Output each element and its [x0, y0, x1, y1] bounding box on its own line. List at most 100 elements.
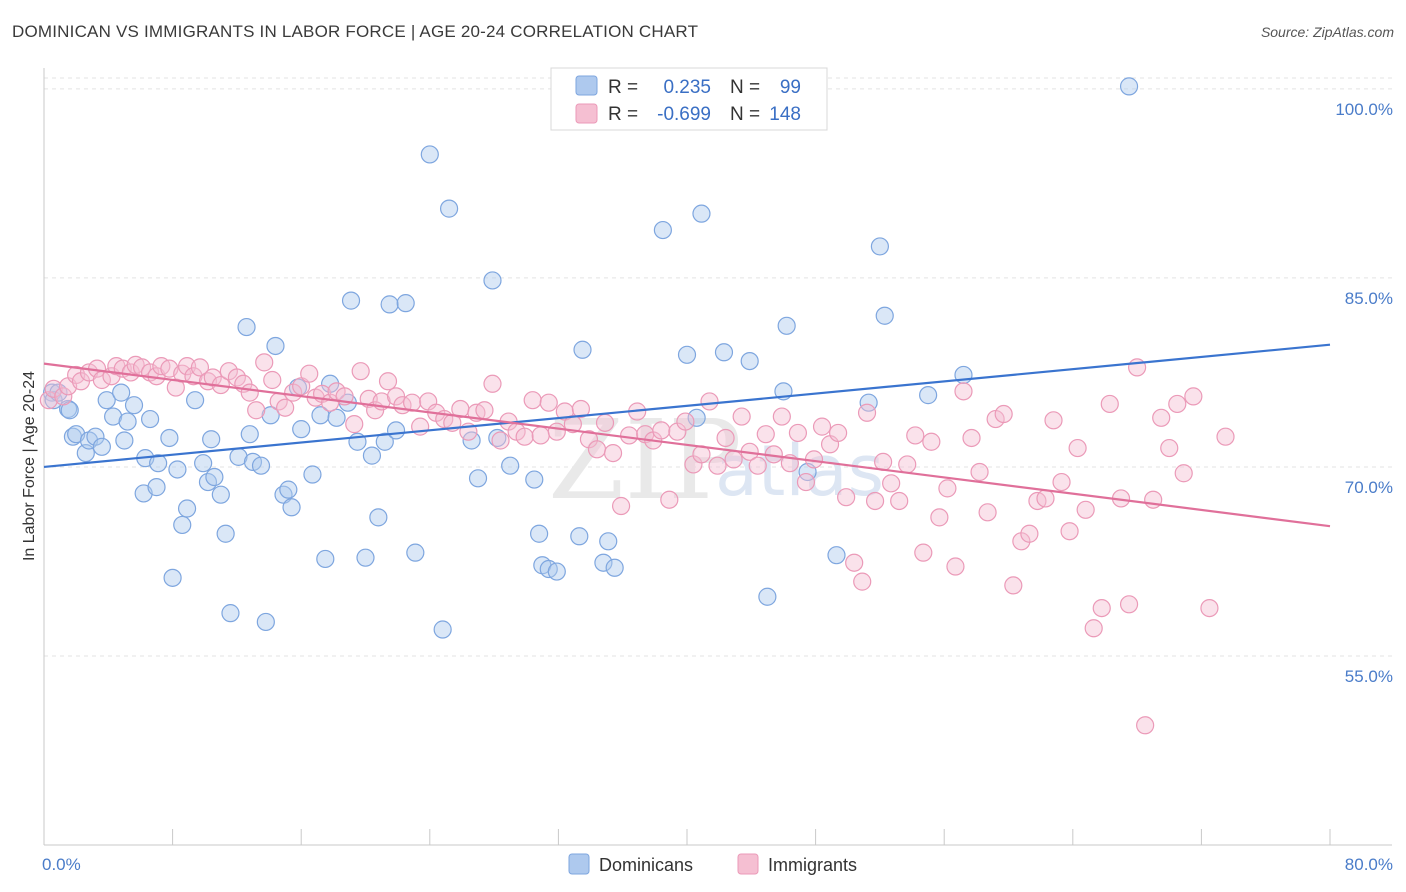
- y-axis-label: In Labor Force | Age 20-24: [21, 371, 38, 561]
- immigrants-point: [890, 491, 909, 511]
- dominicans-point: [149, 454, 168, 473]
- immigrants-point: [1076, 500, 1095, 519]
- immigrants-point: [1068, 438, 1087, 458]
- dominicans-point: [573, 340, 592, 359]
- immigrants-point: [829, 423, 848, 443]
- immigrants-point: [547, 422, 566, 441]
- dominicans-point: [406, 543, 425, 562]
- gridlines: [44, 77, 1392, 657]
- dominicans-point: [240, 425, 259, 444]
- legend-swatch-immigrants: [575, 103, 598, 124]
- dominicans-point: [118, 412, 137, 431]
- immigrants-point: [962, 428, 981, 448]
- immigrants-point: [930, 508, 949, 527]
- legend-r-label-2: R =: [608, 104, 638, 125]
- dominicans-point: [86, 427, 105, 446]
- dominicans-point: [160, 428, 179, 448]
- dominicans-point: [483, 271, 502, 290]
- dominicans-point: [124, 396, 144, 415]
- immigrants-point: [853, 572, 872, 591]
- immigrants-point: [491, 431, 510, 450]
- dominicans-point: [282, 498, 301, 517]
- dominicans-point: [375, 432, 394, 451]
- dominicans-point: [547, 562, 566, 581]
- series-legend-swatch-dominicans: [568, 853, 590, 875]
- dominicans-point: [256, 612, 275, 632]
- immigrants-point: [970, 462, 989, 482]
- dominicans-point: [677, 345, 697, 364]
- dominicans-point: [594, 553, 613, 572]
- immigrants-point: [1160, 438, 1179, 458]
- dominicans-point: [186, 391, 205, 410]
- dominicans-point: [147, 478, 166, 497]
- immigrants-point: [946, 557, 965, 576]
- immigrants-point: [351, 362, 370, 381]
- dominicans-point: [341, 291, 361, 310]
- legend-swatch-dominicans: [575, 75, 598, 96]
- legend-r-value-1: 0.235: [663, 77, 711, 98]
- immigrants-point: [44, 379, 63, 398]
- immigrants-point: [978, 503, 997, 522]
- dominicans-point: [237, 317, 256, 337]
- dominicans-point: [605, 558, 624, 577]
- immigrants-point: [620, 426, 639, 445]
- immigrants-point: [39, 391, 58, 410]
- dominicans-point: [525, 470, 544, 489]
- immigrants-point: [1119, 595, 1139, 614]
- immigrants-point: [483, 374, 502, 393]
- dominicans-point: [687, 408, 706, 427]
- x-tick-label-min: 0.0%: [42, 855, 81, 874]
- dominicans-point: [777, 316, 796, 335]
- immigrants-point: [263, 370, 282, 390]
- immigrants-point: [724, 450, 743, 469]
- immigrants-point: [1044, 411, 1063, 430]
- immigrants-point: [837, 488, 856, 507]
- immigrants-point: [898, 455, 917, 474]
- dominicans-point: [1119, 77, 1139, 96]
- dominicans-point: [261, 406, 280, 425]
- dominicans-point: [653, 220, 672, 240]
- immigrants-point: [1084, 619, 1103, 638]
- dominicans-point: [386, 421, 406, 440]
- immigrants-point: [812, 417, 832, 436]
- dominicans-point: [92, 437, 111, 456]
- legend-r-value-2: -0.699: [657, 104, 711, 125]
- x-tick-labels: 0.0% 80.0%: [42, 855, 1393, 874]
- immigrants-point: [788, 423, 808, 443]
- legend-n-label-2: N =: [730, 104, 760, 125]
- dominicans-point: [488, 428, 507, 448]
- immigrants-point: [845, 553, 864, 572]
- dominicans-point: [875, 306, 894, 325]
- immigrants-point: [906, 426, 925, 445]
- dominicans-point: [112, 383, 131, 402]
- dominicans-point: [439, 199, 459, 218]
- immigrants-point: [865, 491, 885, 511]
- dominicans-point: [919, 386, 938, 405]
- dominicans-point: [758, 587, 777, 606]
- immigrants-point: [1004, 576, 1023, 595]
- dominicans-point: [870, 237, 890, 256]
- immigrants-point: [1200, 598, 1219, 618]
- immigrants-point: [1100, 394, 1119, 414]
- legend-r-label-1: R =: [608, 77, 638, 98]
- immigrants-point: [539, 393, 558, 412]
- dominicans-point: [501, 456, 520, 475]
- immigrants-point: [1152, 408, 1171, 427]
- legend-n-label-1: N =: [730, 77, 760, 98]
- immigrants-point: [756, 425, 775, 444]
- dominicans-point: [163, 568, 182, 587]
- immigrants-point: [1020, 524, 1039, 543]
- immigrants-point: [748, 456, 767, 475]
- immigrants-point: [660, 490, 679, 509]
- immigrants-point: [595, 413, 615, 432]
- immigrants-point: [1060, 522, 1079, 541]
- immigrants-point: [190, 358, 210, 377]
- dominicans-point: [104, 407, 123, 426]
- dominicans-point: [396, 294, 415, 313]
- immigrants-point: [603, 443, 623, 463]
- dominicans-point: [369, 508, 388, 527]
- series-legend-label-dominicans: Dominicans: [599, 855, 693, 875]
- dominicans-point: [316, 549, 335, 569]
- immigrants-point: [177, 357, 197, 376]
- immigrants-point: [716, 428, 735, 448]
